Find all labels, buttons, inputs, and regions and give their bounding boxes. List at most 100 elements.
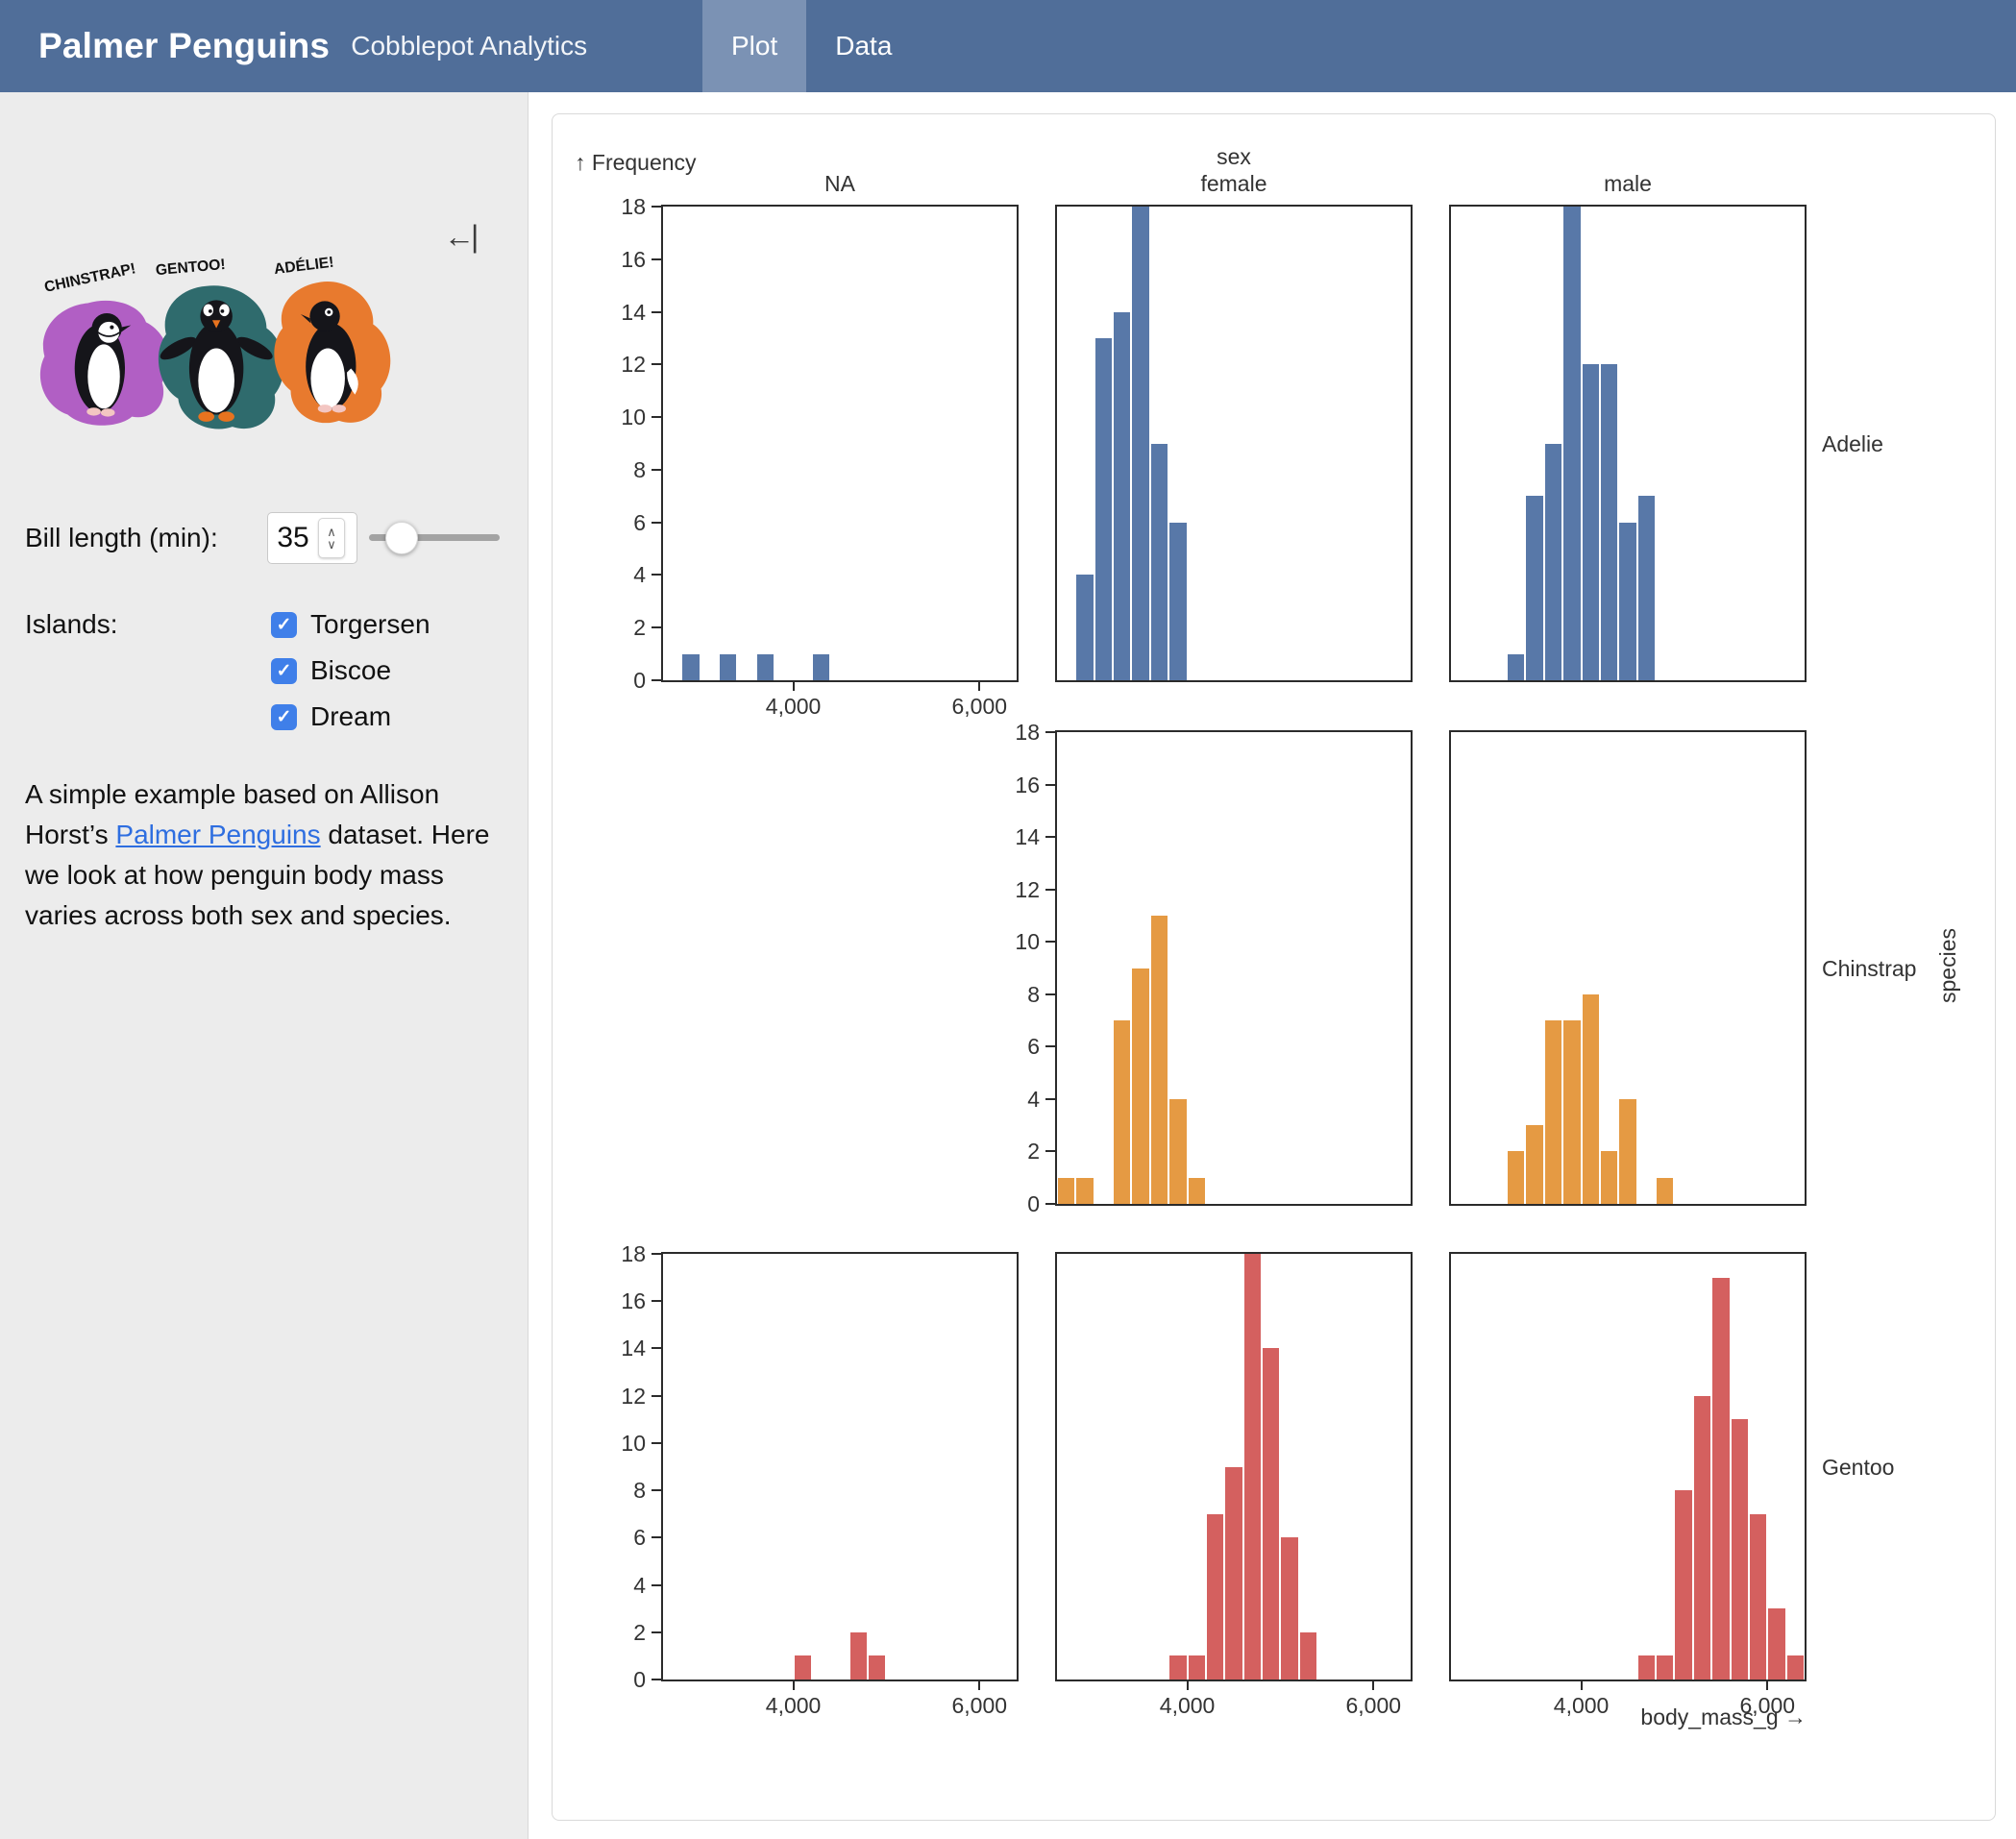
y-tick [652, 363, 661, 366]
histogram-bar [1076, 575, 1094, 680]
histogram-bar [1712, 1277, 1730, 1680]
histogram-panel-adelie-male [1449, 205, 1807, 682]
y-tick [1045, 993, 1055, 995]
y-tick [652, 1300, 661, 1303]
stepper-down-icon[interactable]: ∨ [327, 537, 336, 552]
island-label-dream: Dream [310, 701, 392, 731]
histogram-bar [849, 1631, 868, 1680]
col-header-na: NA [824, 171, 855, 196]
col-header-male: male [1604, 171, 1652, 196]
histogram-bar [1225, 1466, 1242, 1680]
histogram-bar [1526, 496, 1543, 680]
y-tick [1045, 1045, 1055, 1048]
sidebar-collapse-icon[interactable]: ←| [444, 219, 479, 254]
island-checkbox-dream[interactable]: ✓ [271, 703, 297, 730]
y-tick-label: 0 [1027, 1191, 1040, 1216]
brand: Palmer Penguins Cobblepot Analytics [38, 0, 587, 92]
histogram-bar [1637, 1655, 1656, 1680]
y-tick-label: 4 [1027, 1086, 1040, 1112]
histogram-bar [1786, 1655, 1804, 1680]
histogram-bar [1076, 1177, 1094, 1204]
histogram-bar [720, 653, 737, 680]
histogram-bar [1544, 443, 1562, 680]
gentoo-penguin [160, 300, 273, 422]
stepper-up-icon[interactable]: ∧ [327, 525, 336, 539]
histogram-bar [794, 1655, 811, 1680]
y-tick [1045, 1150, 1055, 1153]
tab-plot[interactable]: Plot [702, 0, 807, 92]
y-tick-label: 8 [633, 456, 646, 482]
y-tick-label: 18 [621, 194, 646, 219]
y-tick [652, 310, 661, 313]
island-checkbox-torgersen[interactable]: ✓ [271, 611, 297, 638]
histogram-bar [1600, 1151, 1618, 1204]
description-before: A simple example based on Allison Horst’… [25, 779, 440, 849]
adelie-penguin [300, 301, 358, 413]
y-tick [1045, 941, 1055, 944]
island-row-biscoe: ✓ Biscoe [271, 648, 430, 694]
x-tick-label: 4,000 [1159, 1693, 1216, 1718]
y-tick [1045, 836, 1055, 839]
bill-length-slider-track[interactable] [369, 522, 500, 554]
histogram-bar [1637, 496, 1656, 680]
x-tick-label: 4,000 [765, 1693, 822, 1718]
y-tick [652, 679, 661, 681]
y-tick-label: 10 [621, 405, 646, 430]
gentoo-label: GENTOO! [155, 257, 226, 279]
histogram-bar [1132, 207, 1149, 680]
histogram-bar [1299, 1631, 1317, 1680]
x-tick [978, 682, 981, 691]
y-tick [652, 626, 661, 629]
y-tick-label: 10 [621, 1430, 646, 1456]
island-checkbox-biscoe[interactable]: ✓ [271, 657, 297, 684]
x-tick [792, 1681, 795, 1690]
penguins-artwork-image: CHINSTRAP! GENTOO! ADÉLIE! [39, 253, 391, 429]
histogram-bar [1768, 1608, 1785, 1680]
navbar: Palmer Penguins Cobblepot Analytics Plot… [0, 0, 2016, 92]
y-tick-label: 6 [633, 509, 646, 535]
x-tick [1580, 1681, 1583, 1690]
histogram-bar [1693, 1395, 1711, 1680]
y-tick-label: 6 [633, 1525, 646, 1551]
y-tick [652, 1394, 661, 1397]
x-tick [1766, 1681, 1769, 1690]
y-tick [652, 468, 661, 471]
island-label-torgersen: Torgersen [310, 609, 430, 639]
histogram-bar [1150, 915, 1168, 1204]
y-tick-label: 0 [633, 668, 646, 693]
histogram-bar [1150, 443, 1168, 680]
histogram-bar [1582, 364, 1599, 680]
y-tick-label: 2 [1027, 1139, 1040, 1165]
x-tick [978, 1681, 981, 1690]
bill-length-slider-handle[interactable] [385, 522, 418, 554]
y-tick-label: 14 [621, 299, 646, 325]
histogram-bar [1114, 311, 1131, 680]
bill-length-input[interactable] [268, 522, 318, 554]
y-tick [652, 1679, 661, 1680]
y-tick [652, 521, 661, 524]
histogram-bar [1114, 1020, 1131, 1204]
y-tick [652, 1536, 661, 1539]
y-tick-label: 4 [633, 562, 646, 588]
y-tick-label: 18 [621, 1241, 646, 1266]
y-tick-label: 6 [1027, 1034, 1040, 1060]
check-icon: ✓ [276, 614, 292, 635]
tab-data[interactable]: Data [835, 31, 893, 61]
y-tick [652, 574, 661, 576]
bill-length-stepper[interactable]: ∧ ∨ [318, 518, 345, 558]
palmer-penguins-link[interactable]: Palmer Penguins [115, 820, 321, 849]
histogram-bar [1619, 1098, 1636, 1204]
histogram-bar [1243, 1254, 1262, 1680]
y-tick [652, 1253, 661, 1255]
histogram-bar [1749, 1513, 1767, 1680]
histogram-bar [1188, 1177, 1205, 1204]
y-tick-label: 12 [621, 352, 646, 378]
histogram-panel-chinstrap-male [1449, 730, 1807, 1206]
x-tick-label: 6,000 [951, 1693, 1008, 1718]
x-tick [1186, 1681, 1189, 1690]
island-row-torgersen: ✓ Torgersen [271, 601, 430, 648]
col-header-female: female [1200, 171, 1267, 196]
check-icon: ✓ [276, 660, 292, 681]
histogram-bar [1657, 1177, 1674, 1204]
